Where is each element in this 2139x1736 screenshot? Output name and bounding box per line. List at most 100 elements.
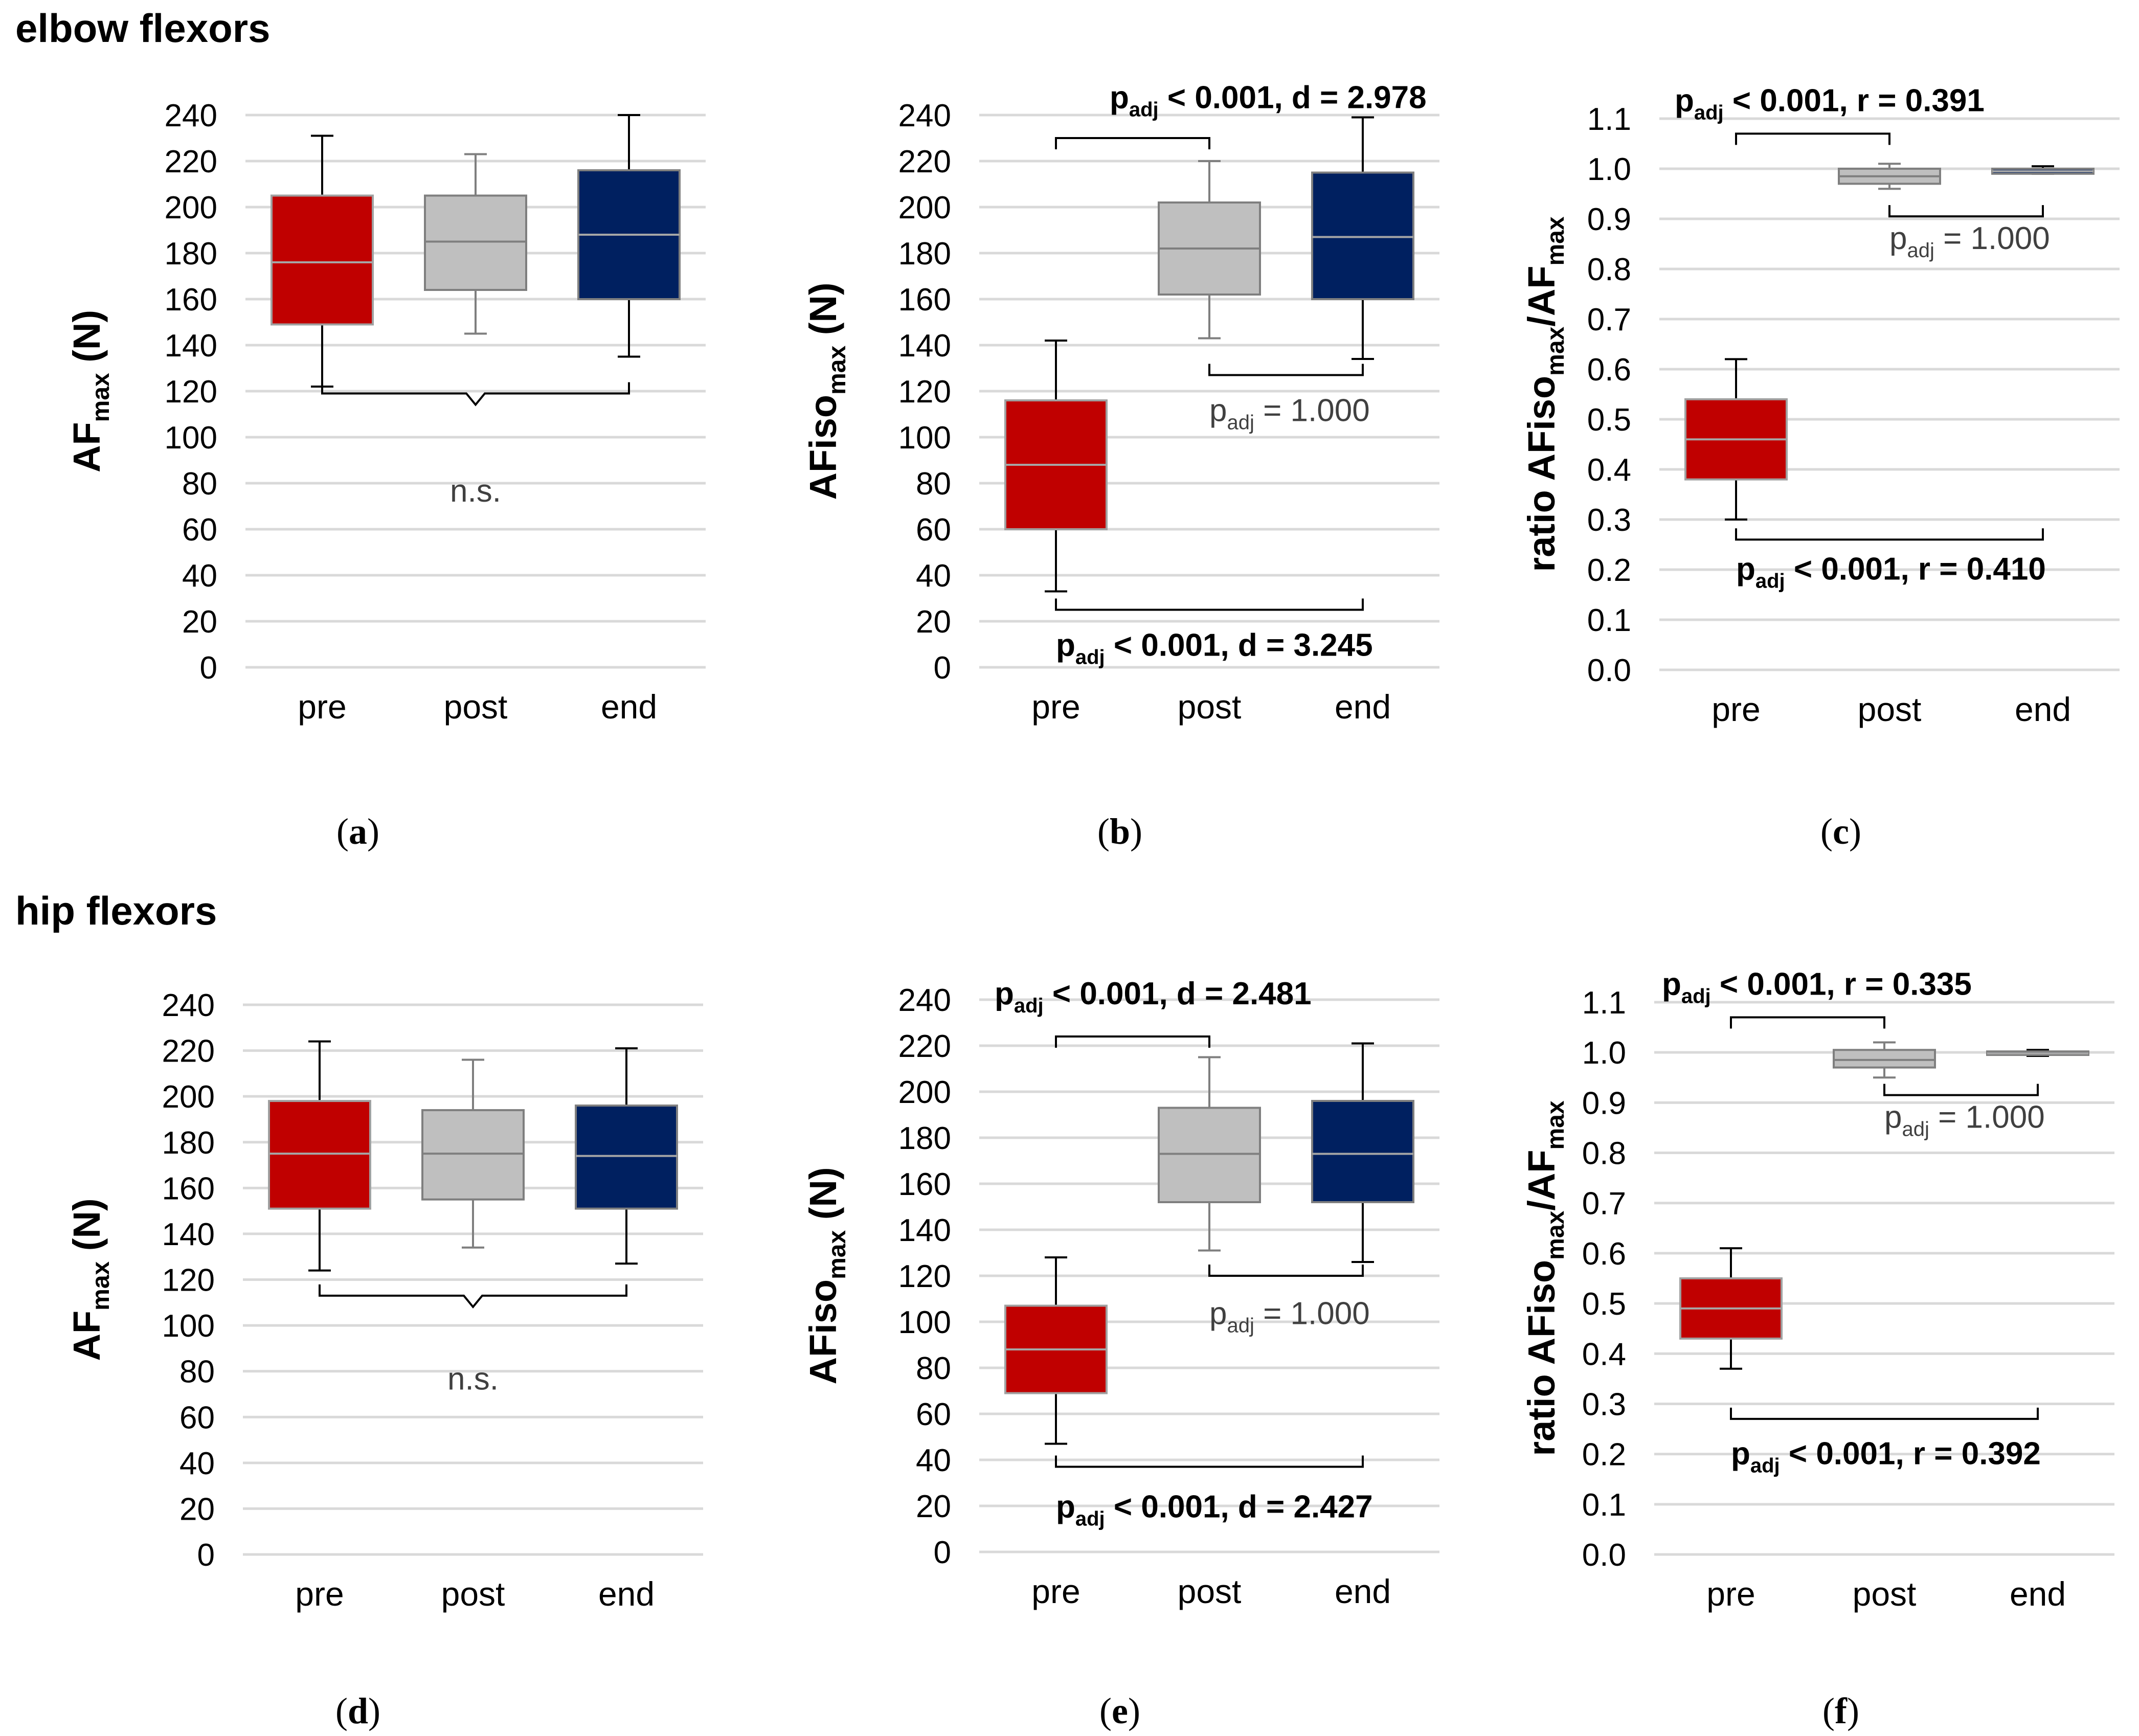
significance-annotation: n.s. bbox=[319, 1284, 627, 1397]
panel-b: 0 20 40 60 80 100 120 140 160 180 200 220 240 AFisoma… bbox=[802, 80, 1439, 852]
significance-annotation: padj < 0.001, d = 2.427 bbox=[1055, 1455, 1373, 1530]
bracket bbox=[1730, 1407, 2039, 1420]
x-tick-label: post bbox=[1178, 688, 1242, 726]
box-iqr bbox=[575, 1104, 678, 1210]
x-tick-label: pre bbox=[1031, 1572, 1080, 1610]
y-tick-label: 200 bbox=[165, 190, 217, 226]
annotation-text: padj < 0.001, d = 2.427 bbox=[1056, 1490, 1373, 1530]
y-tick-label: 0.5 bbox=[1587, 402, 1631, 438]
annotation-text: padj < 0.001, d = 2.978 bbox=[1110, 80, 1427, 121]
box-iqr bbox=[271, 194, 374, 326]
bracket bbox=[1888, 205, 2044, 218]
y-tick-label: 160 bbox=[898, 1167, 951, 1202]
box-end bbox=[577, 114, 681, 358]
y-tick-label: 140 bbox=[162, 1217, 215, 1252]
y-tick-label: 140 bbox=[898, 1213, 951, 1248]
y-tick-label: 160 bbox=[165, 282, 217, 318]
y-axis-label: ratio AFisomax/AFmax bbox=[1520, 1100, 1569, 1456]
x-tick-label: end bbox=[2010, 1575, 2066, 1613]
x-tick-label: post bbox=[1853, 1575, 1917, 1613]
y-tick-label: 120 bbox=[898, 374, 951, 410]
y-tick-label: 0.7 bbox=[1587, 302, 1631, 337]
y-tick-label: 0.3 bbox=[1582, 1387, 1626, 1422]
y-tick-label: 0.8 bbox=[1587, 252, 1631, 287]
box-iqr bbox=[1158, 1107, 1261, 1203]
significance-annotation: padj = 1.000 bbox=[1208, 1265, 1370, 1337]
y-tick-label: 120 bbox=[898, 1259, 951, 1294]
box-pre bbox=[1679, 1247, 1783, 1370]
y-tick-label: 0.4 bbox=[1587, 453, 1631, 488]
box-iqr bbox=[421, 1109, 525, 1201]
box-pre bbox=[1684, 358, 1788, 521]
y-tick-label: 1.1 bbox=[1587, 102, 1631, 137]
bracket bbox=[1208, 1265, 1364, 1277]
significance-annotation: padj < 0.001, d = 2.481 bbox=[995, 976, 1312, 1048]
significance-annotation: padj < 0.001, d = 3.245 bbox=[1055, 598, 1373, 669]
x-tick-label: pre bbox=[1706, 1575, 1755, 1613]
y-tick-label: 240 bbox=[898, 98, 951, 133]
y-axis-label: AFmax (N) bbox=[65, 1198, 115, 1361]
y-tick-label: 220 bbox=[165, 144, 217, 179]
box-pre bbox=[271, 134, 374, 388]
bracket bbox=[1208, 364, 1364, 376]
x-tick-label: post bbox=[441, 1575, 505, 1613]
panel-caption: (b) bbox=[1097, 811, 1142, 852]
y-tick-label: 240 bbox=[162, 988, 215, 1023]
y-tick-label: 60 bbox=[916, 512, 951, 548]
annotation-text: n.s. bbox=[447, 1362, 499, 1397]
panel-f: 0.0 0.1 0.2 0.3 0.4 0.5 0.6 0.7 0.8 0.9 1.0 1.1 rati… bbox=[1520, 966, 2114, 1731]
box-post bbox=[1158, 160, 1261, 340]
annotation-text: n.s. bbox=[450, 474, 501, 509]
panel-a: 0 20 40 60 80 100 120 140 160 180 200 220 240 AFmax (… bbox=[65, 98, 706, 852]
bracket bbox=[1055, 598, 1364, 611]
y-tick-label: 40 bbox=[916, 558, 951, 594]
panel-caption: (d) bbox=[335, 1690, 380, 1731]
y-tick-label: 180 bbox=[162, 1125, 215, 1161]
y-tick-label: 160 bbox=[162, 1171, 215, 1206]
y-tick-label: 40 bbox=[916, 1443, 951, 1478]
box-pre bbox=[268, 1040, 371, 1272]
y-tick-label: 20 bbox=[916, 604, 951, 640]
box-post bbox=[1833, 1041, 1936, 1079]
y-tick-label: 220 bbox=[898, 1029, 951, 1064]
panel-e: 0 20 40 60 80 100 120 140 160 180 200 220 240 AFisoma… bbox=[802, 976, 1439, 1731]
y-tick-label: 140 bbox=[165, 328, 217, 364]
y-tick-label: 180 bbox=[898, 1121, 951, 1156]
y-tick-label: 100 bbox=[165, 420, 217, 456]
y-tick-label: 1.0 bbox=[1587, 152, 1631, 187]
y-tick-label: 140 bbox=[898, 328, 951, 364]
bracket bbox=[1735, 132, 1890, 145]
box-post bbox=[1838, 163, 1941, 190]
y-tick-label: 40 bbox=[179, 1446, 215, 1481]
significance-annotation: padj = 1.000 bbox=[1883, 1084, 2045, 1140]
bracket bbox=[1883, 1084, 2039, 1096]
x-tick-label: post bbox=[444, 688, 508, 726]
bracket bbox=[1055, 1035, 1210, 1048]
y-tick-label: 0.9 bbox=[1587, 202, 1631, 237]
bracket bbox=[1055, 137, 1210, 149]
y-tick-label: 0.1 bbox=[1587, 603, 1631, 638]
box-iqr bbox=[1833, 1049, 1936, 1069]
bracket bbox=[1055, 1455, 1364, 1468]
significance-annotation: padj = 1.000 bbox=[1888, 205, 2050, 262]
y-tick-label: 0.4 bbox=[1582, 1337, 1626, 1372]
significance-annotation: padj < 0.001, r = 0.410 bbox=[1735, 528, 2046, 593]
x-tick-label: end bbox=[1335, 1572, 1391, 1610]
y-tick-label: 20 bbox=[182, 604, 217, 640]
y-tick-label: 0 bbox=[934, 1535, 951, 1570]
y-tick-label: 80 bbox=[916, 466, 951, 502]
x-tick-label: pre bbox=[1031, 688, 1080, 726]
annotation-text: padj = 1.000 bbox=[1209, 393, 1370, 434]
y-tick-label: 60 bbox=[179, 1400, 215, 1435]
panel-caption: (a) bbox=[336, 811, 379, 852]
y-tick-label: 200 bbox=[898, 1075, 951, 1110]
box-post bbox=[424, 153, 527, 335]
y-tick-label: 200 bbox=[162, 1079, 215, 1115]
annotation-text: padj = 1.000 bbox=[1889, 221, 2050, 262]
y-tick-label: 220 bbox=[162, 1034, 215, 1069]
x-tick-label: post bbox=[1858, 690, 1922, 728]
y-axis-label: AFisomax (N) bbox=[802, 283, 851, 500]
x-tick-label: end bbox=[598, 1575, 655, 1613]
y-tick-label: 160 bbox=[898, 282, 951, 318]
